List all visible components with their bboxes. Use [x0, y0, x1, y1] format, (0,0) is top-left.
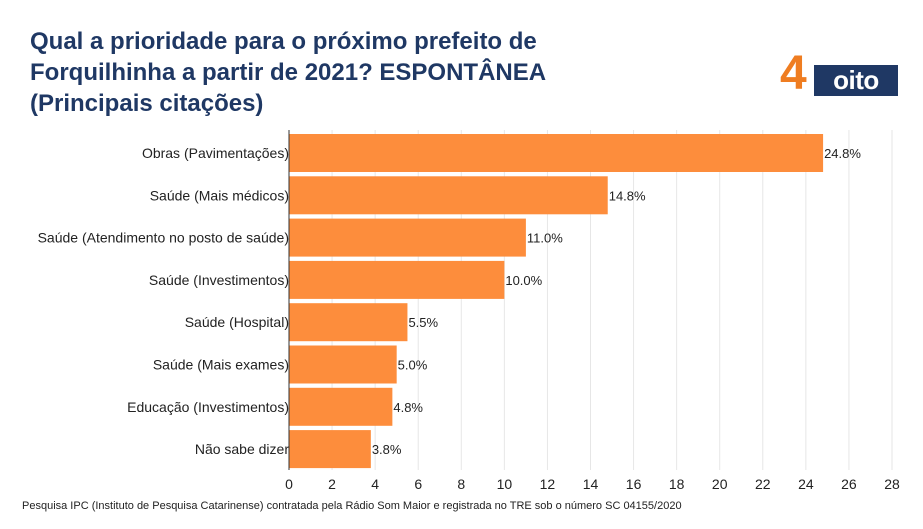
x-tick-label: 4 — [371, 476, 379, 492]
category-label: Saúde (Atendimento no posto de saúde) — [38, 230, 289, 246]
title-line-2: Forquilhinha a partir de 2021? ESPONTÂNE… — [30, 59, 547, 86]
x-tick-label: 16 — [626, 476, 642, 492]
bar — [289, 430, 371, 469]
x-tick-label: 8 — [457, 476, 465, 492]
title-line-3: (Principais citações) — [30, 90, 264, 117]
bar — [289, 218, 526, 257]
x-tick-label: 26 — [841, 476, 857, 492]
bar — [289, 387, 393, 426]
bar — [289, 260, 505, 299]
x-tick-label: 14 — [583, 476, 599, 492]
value-label: 14.8% — [609, 188, 646, 203]
category-label: Saúde (Investimentos) — [149, 272, 289, 288]
x-tick-label: 18 — [669, 476, 685, 492]
bar — [289, 303, 408, 342]
x-tick-label: 22 — [755, 476, 771, 492]
brand-logo: oito 4 — [778, 50, 898, 106]
category-label: Saúde (Hospital) — [185, 314, 289, 330]
category-label: Saúde (Mais exames) — [153, 357, 289, 373]
value-label: 24.8% — [824, 146, 861, 161]
value-label: 3.8% — [372, 442, 402, 457]
source-note: Pesquisa IPC (Instituto de Pesquisa Cata… — [22, 500, 682, 512]
category-label: Obras (Pavimentações) — [142, 145, 289, 161]
chart-title: Qual a prioridade para o próximo prefeit… — [30, 26, 650, 119]
category-label: Não sabe dizer — [195, 441, 290, 457]
bar — [289, 345, 397, 384]
x-tick-label: 20 — [712, 476, 728, 492]
logo-wordmark: oito — [814, 65, 898, 96]
value-label: 10.0% — [505, 273, 542, 288]
category-label: Saúde (Mais médicos) — [150, 187, 289, 203]
x-tick-label: 0 — [285, 476, 293, 492]
x-tick-label: 28 — [884, 476, 900, 492]
x-tick-label: 24 — [798, 476, 814, 492]
category-label: Educação (Investimentos) — [127, 399, 289, 415]
x-tick-label: 2 — [328, 476, 336, 492]
value-label: 5.5% — [408, 315, 438, 330]
value-label: 11.0% — [527, 231, 563, 246]
bar — [289, 176, 608, 215]
x-tick-label: 12 — [540, 476, 556, 492]
x-tick-label: 6 — [414, 476, 422, 492]
title-line-1: Qual a prioridade para o próximo prefeit… — [30, 28, 537, 55]
value-label: 4.8% — [393, 400, 423, 415]
value-label: 5.0% — [398, 358, 428, 373]
x-tick-label: 10 — [497, 476, 513, 492]
bar — [289, 134, 824, 172]
logo-word: oito — [833, 65, 879, 95]
logo-digit: 4 — [780, 47, 807, 100]
